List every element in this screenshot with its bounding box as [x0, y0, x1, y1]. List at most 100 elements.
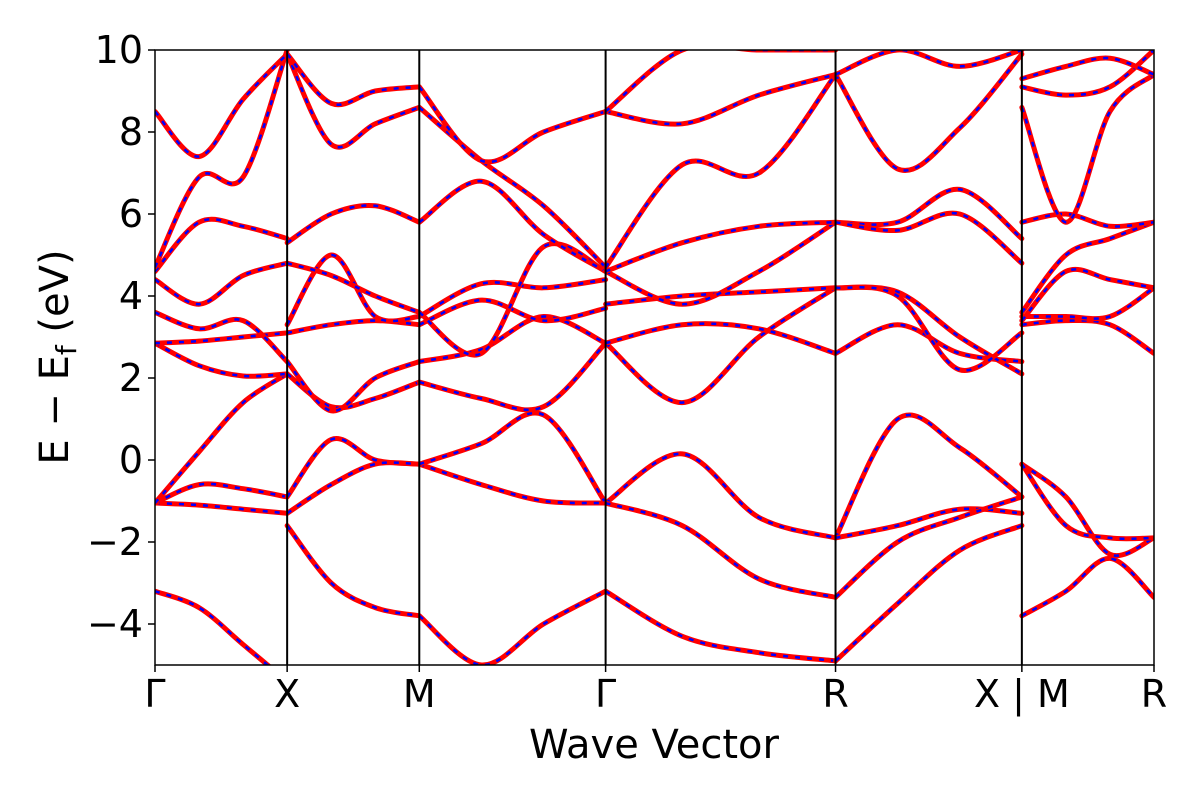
band-line-red [603, 285, 839, 406]
y-tick-label: −4 [87, 602, 143, 646]
band-line-red [1019, 317, 1154, 356]
band-line-blue-dashed [155, 590, 270, 665]
band-lines [155, 50, 1154, 665]
band-line-red [155, 481, 290, 506]
band-line-blue-dashed [604, 590, 836, 663]
band-line-red [416, 461, 609, 506]
band-line-red [833, 284, 1025, 373]
band-line-blue-dashed [286, 524, 420, 618]
band-line-blue-dashed [155, 261, 288, 306]
y-axis-ticks: −4 −2 0 2 4 6 8 10 [87, 28, 155, 646]
x-tick-label: M [403, 672, 436, 716]
band-line-red [155, 588, 272, 665]
band-line-red [1019, 55, 1154, 82]
band-line-red [833, 412, 1025, 541]
band-line-blue-dashed [418, 86, 607, 164]
band-line-red [284, 252, 422, 328]
plot-frame [154, 49, 1155, 666]
band-line-blue-dashed [1020, 463, 1154, 541]
x-tick-label: X [274, 672, 300, 716]
band-line-blue-dashed [1021, 463, 1154, 557]
band-line-blue-dashed [418, 411, 607, 504]
x-tick-label: X | M [974, 672, 1070, 717]
band-line-red [833, 51, 1025, 173]
band-line-blue-dashed [286, 53, 420, 149]
band-line-blue-dashed [834, 53, 1023, 172]
band-line-red [416, 84, 609, 165]
band-line-red [603, 451, 839, 541]
band-line-blue-dashed [155, 50, 289, 268]
band-line-blue-dashed [286, 204, 420, 244]
band-line-red [155, 51, 290, 160]
band-line-red [833, 494, 1025, 600]
band-line-blue-dashed [418, 462, 606, 505]
band-line-red [833, 523, 1025, 664]
band-line-blue-dashed [418, 278, 606, 318]
x-tick-label: R [1141, 672, 1167, 716]
x-tick-label: Γ [595, 672, 616, 716]
band-line-red [1019, 72, 1154, 225]
band-line-blue-dashed [604, 50, 836, 113]
band-line-red [603, 588, 839, 664]
band-line-blue-dashed [286, 360, 420, 413]
band-line-blue-dashed [605, 501, 836, 599]
band-line-blue-dashed [1020, 268, 1154, 322]
x-tick-label: Γ [144, 672, 165, 716]
band-line-blue-dashed [155, 218, 288, 273]
band-line-blue-dashed [835, 188, 1023, 240]
band-line-blue-dashed [604, 286, 837, 404]
band-line-red [284, 203, 422, 246]
band-line-red [416, 588, 609, 665]
x-tick-label: R [822, 672, 848, 716]
y-tick-label: 4 [119, 274, 143, 318]
band-line-blue-dashed [605, 73, 836, 126]
band-line-red [284, 523, 422, 619]
y-axis-label-main: E − E [32, 355, 78, 465]
band-line-blue-dashed [155, 311, 289, 363]
band-line-blue-dashed [155, 53, 289, 158]
band-line-red [155, 260, 290, 307]
band-line-red [155, 330, 290, 346]
band-line-blue-dashed [418, 179, 607, 273]
y-tick-label: 0 [119, 438, 143, 482]
band-line-red [603, 72, 839, 270]
band-line-blue-dashed [419, 315, 607, 363]
band-line-red [1019, 555, 1154, 619]
band-line-red [284, 460, 422, 516]
y-axis-label-unit: (eV) [32, 249, 78, 345]
band-line-blue-dashed [835, 50, 1023, 76]
band-line-blue-dashed [834, 524, 1023, 662]
y-tick-label: 6 [119, 192, 143, 236]
band-line-red [1019, 211, 1154, 230]
band-line-blue-dashed [834, 413, 1023, 539]
band-line-red [603, 500, 839, 600]
band-line-blue-dashed [155, 342, 288, 378]
band-line-red [155, 500, 290, 516]
band-line-blue-dashed [418, 590, 607, 665]
band-line-red [416, 178, 609, 274]
y-tick-label: 10 [95, 28, 143, 72]
band-line-blue-dashed [605, 286, 836, 306]
x-axis-ticks: Γ X M Γ R X | M R [144, 665, 1167, 717]
y-axis-label: E − Ef (eV) [32, 249, 83, 464]
band-line-blue-dashed [286, 253, 420, 326]
x-axis-label: Wave Vector [529, 722, 780, 768]
band-line-blue-dashed [286, 53, 420, 106]
band-line-blue-dashed [604, 73, 837, 269]
band-line-red [833, 506, 1025, 541]
band-line-blue-dashed [286, 261, 420, 314]
band-line-blue-dashed [604, 452, 836, 540]
y-tick-label: 2 [119, 356, 143, 400]
y-tick-label: 8 [119, 110, 143, 154]
band-line-red [833, 186, 1025, 242]
band-line-blue-dashed [605, 221, 837, 306]
kpoint-divider-lines [286, 50, 1023, 665]
band-line-red [416, 241, 609, 358]
band-line-red [1019, 266, 1154, 324]
band-line-red [603, 50, 839, 114]
band-line-red [416, 340, 609, 413]
band-line-red [833, 50, 1025, 78]
band-line-blue-dashed [155, 372, 288, 504]
band-line-red [1019, 285, 1154, 322]
